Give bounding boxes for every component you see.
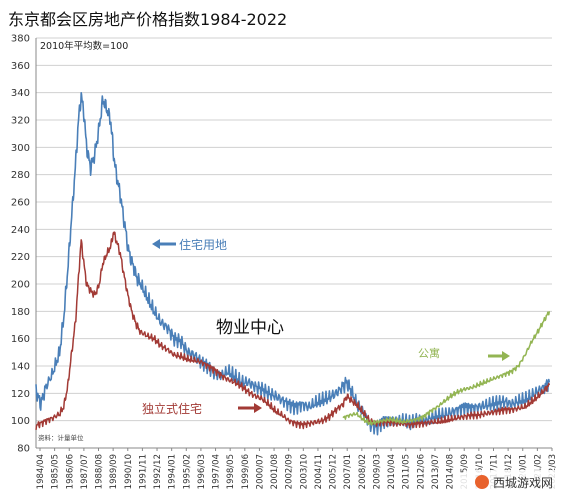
arrow-detached-house-icon: [238, 403, 262, 413]
x-tick-label: 2008/02: [358, 454, 368, 489]
y-tick-label: 220: [11, 252, 30, 263]
y-tick-label: 200: [11, 280, 30, 291]
base-note: 2010年平均数=100: [40, 40, 128, 52]
y-tick-label: 360: [11, 61, 30, 72]
y-tick-label: 160: [11, 334, 30, 345]
x-tick-label: 2004/11: [314, 454, 324, 489]
x-tick-label: 1989/09: [109, 454, 119, 489]
arrow-residential-land-icon: [152, 239, 176, 249]
watermark-badge: 西城游戏网: [458, 470, 570, 494]
series-line-detached-house: [35, 231, 551, 430]
x-tick-label: 2001/08: [270, 454, 280, 489]
source-note: 资料：计量单位: [38, 433, 84, 442]
x-tick-label: 2002/09: [285, 454, 295, 489]
x-tick-label: 2007/01: [343, 454, 353, 489]
x-tick-label: 2003/10: [299, 454, 309, 489]
x-tick-label: 2009/03: [372, 454, 382, 489]
y-tick-label: 380: [11, 34, 30, 45]
x-tick-label: 1988/08: [95, 454, 105, 489]
x-tick-label: 2013/07: [431, 454, 441, 489]
label-residential-land: 住宅用地: [179, 237, 227, 252]
y-tick-label: 320: [11, 116, 30, 127]
y-tick-label: 340: [11, 88, 30, 99]
label-detached-house: 独立式住宅: [142, 401, 202, 416]
y-tick-label: 120: [11, 389, 30, 400]
x-tick-label: 1996/03: [197, 454, 207, 489]
x-tick-label: 1990/10: [124, 454, 134, 489]
watermark-logo-icon: [474, 475, 489, 489]
x-tick-label: 2011/05: [402, 454, 412, 489]
x-tick-label: 1985/05: [51, 454, 61, 489]
series-line-residential-land: [35, 92, 551, 436]
x-tick-label: 2000/07: [255, 454, 265, 489]
x-tick-label: 1999/06: [241, 454, 251, 489]
label-apartment: 公寓: [418, 346, 440, 360]
center-label: 物业中心: [216, 318, 284, 338]
x-tick-label: 2012/06: [416, 454, 426, 489]
x-tick-label: 1994/01: [168, 454, 178, 489]
x-tick-label: 1997/04: [212, 454, 222, 489]
x-tick-label: 1998/05: [226, 454, 236, 489]
y-tick-label: 280: [11, 170, 30, 181]
x-tick-label: 1995/02: [182, 454, 192, 489]
y-tick-label: 140: [11, 362, 30, 373]
arrow-apartment-icon: [488, 351, 510, 361]
y-tick-label: 80: [17, 444, 30, 455]
x-tick-label: 1986/06: [65, 454, 75, 489]
x-tick-label: 2014/08: [446, 454, 456, 489]
series-line-apartment: [342, 311, 551, 426]
x-tick-label: 2005/12: [329, 454, 339, 489]
x-tick-label: 1992/12: [153, 454, 163, 489]
y-tick-label: 100: [11, 416, 30, 427]
watermark-text: 西城游戏网: [492, 475, 553, 490]
y-tick-label: 180: [11, 307, 30, 318]
y-tick-label: 260: [11, 198, 30, 209]
x-tick-label: 1987/07: [80, 454, 90, 489]
x-tick-label: 1991/11: [138, 454, 148, 489]
y-tick-label: 300: [11, 143, 30, 154]
x-tick-label: 1984/04: [36, 454, 46, 489]
y-tick-label: 240: [11, 225, 30, 236]
x-tick-label: 2010/04: [387, 454, 397, 489]
chart-title: 东京都会区房地产价格指数1984-2022: [8, 10, 288, 29]
